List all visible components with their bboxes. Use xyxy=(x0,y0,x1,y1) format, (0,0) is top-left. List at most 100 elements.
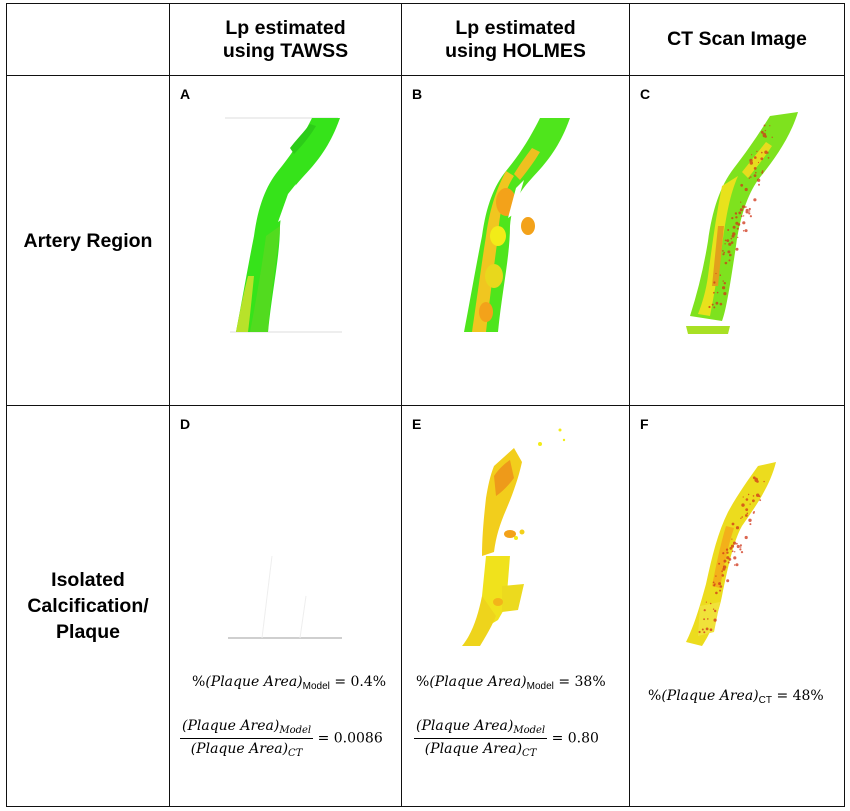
speckle-dot xyxy=(726,551,729,554)
speckle-dot xyxy=(733,556,737,560)
speckle-dot xyxy=(748,212,751,215)
speckle-dot xyxy=(763,124,766,127)
speckle-dot xyxy=(735,212,737,215)
e-ratio-num-term: (Plaque Area) xyxy=(416,718,514,734)
speckle-dot xyxy=(753,174,757,177)
speckle-dot xyxy=(709,628,713,631)
speckle-dot xyxy=(748,518,752,522)
speckle-dot xyxy=(715,301,719,305)
speckle-dot xyxy=(740,517,742,519)
speckle-dot xyxy=(727,250,731,254)
f-percent-term: (Plaque Area) xyxy=(661,688,759,704)
d-ratio-den-sub: CT xyxy=(288,748,303,759)
holmes-artery-image xyxy=(464,118,570,332)
f-percent-sub: CT xyxy=(758,695,772,706)
d-percent-value: = 0.4% xyxy=(334,674,387,690)
speckle-dot xyxy=(726,548,728,551)
d-percent-term: (Plaque Area) xyxy=(205,674,303,690)
speckle-dot xyxy=(739,544,742,547)
speckle-dot xyxy=(707,618,709,620)
panel-d-letter: D xyxy=(180,416,191,432)
speckle-dot xyxy=(722,250,724,252)
e-percent-prefix: % xyxy=(416,674,430,690)
speckle-dot xyxy=(734,551,736,553)
speckle-dot xyxy=(723,292,727,296)
speckle-dot xyxy=(755,171,757,174)
speckle-dot xyxy=(714,583,716,585)
corner-cell xyxy=(6,3,170,76)
speckle-dot xyxy=(698,630,701,634)
e-ratio-denominator: (Plaque Area)CT xyxy=(423,739,539,759)
speckle-dot xyxy=(735,526,740,530)
speckle-dot xyxy=(752,499,755,503)
speckle-dot xyxy=(728,558,732,561)
speckle-dot xyxy=(740,183,744,187)
speckle-dot xyxy=(760,130,764,134)
speckle-dot xyxy=(705,601,707,603)
e-ratio-numerator: (Plaque Area)Model xyxy=(414,718,548,739)
row-label-plaque-line1: Isolated xyxy=(51,569,125,591)
row-label-plaque: Isolated Calcification/ Plaque xyxy=(6,405,170,807)
speckle-dot xyxy=(753,167,757,170)
speckle-dot xyxy=(703,609,706,612)
header-tawss-line1: Lp estimated xyxy=(225,16,346,39)
d-ratio-numerator: (Plaque Area)Model xyxy=(180,718,314,739)
d-percent-prefix: % xyxy=(192,674,206,690)
speckle-dot xyxy=(721,574,725,577)
speckle-dot xyxy=(745,508,749,511)
e-percent-term: (Plaque Area) xyxy=(429,674,527,690)
speckle-dot xyxy=(740,551,744,554)
speckle-dot xyxy=(713,306,716,309)
speckle-dot xyxy=(762,132,766,137)
speckle-dot xyxy=(722,253,725,256)
speckle-dot xyxy=(739,208,743,212)
header-tawss-line2: using TAWSS xyxy=(222,39,349,62)
e-ratio-num-sub: Model xyxy=(513,725,546,736)
speckle-dot xyxy=(722,280,724,282)
speckle-dot xyxy=(749,158,753,163)
d-ratio-denominator: (Plaque Area)CT xyxy=(189,739,305,759)
speckle-dot xyxy=(744,206,747,208)
speckle-dot xyxy=(761,151,763,154)
speckle-dot xyxy=(751,154,753,156)
speckle-dot xyxy=(729,547,733,550)
e-ratio-den-sub: CT xyxy=(522,748,537,759)
speckle-dot xyxy=(740,215,743,218)
row-label-artery-text: Artery Region xyxy=(23,229,153,252)
speckle-dot xyxy=(713,291,715,294)
panel-f-letter: F xyxy=(640,416,649,432)
speckle-dot xyxy=(728,259,731,262)
speckle-dot xyxy=(742,230,745,232)
speckle-dot xyxy=(715,591,718,595)
speckle-dot xyxy=(764,150,768,154)
panel-e-letter: E xyxy=(412,416,422,432)
speckle-dot xyxy=(732,225,735,228)
speckle-dot xyxy=(727,229,730,231)
speckle-dot xyxy=(744,229,748,233)
speckle-dot xyxy=(726,556,730,560)
speckle-dot xyxy=(730,237,733,240)
speckle-dot xyxy=(731,217,734,220)
speckle-dot xyxy=(740,546,742,548)
speckle-dot xyxy=(722,565,727,569)
speckle-dot xyxy=(716,291,719,294)
speckle-dot xyxy=(748,177,751,179)
speckle-dot xyxy=(713,281,716,284)
speckle-dot xyxy=(749,161,753,165)
e-percent-equation: %(Plaque Area)Model = 38% xyxy=(416,674,606,692)
speckle-dot xyxy=(735,563,739,567)
speckle-dot xyxy=(741,205,746,209)
header-tawss: Lp estimated using TAWSS xyxy=(169,3,402,76)
holmes-plaque-image xyxy=(462,428,566,646)
speckle-dot xyxy=(723,560,726,562)
speckle-dot xyxy=(761,170,764,172)
speckle-dot xyxy=(719,302,723,306)
speckle-dot xyxy=(709,602,712,605)
f-percent-prefix: % xyxy=(648,688,662,704)
speckle-dot xyxy=(748,210,751,212)
e-percent-value: = 38% xyxy=(558,674,606,690)
speckle-dot xyxy=(726,239,730,243)
speckle-dot xyxy=(730,241,734,244)
header-ct: CT Scan Image xyxy=(629,3,845,76)
speckle-dot xyxy=(739,548,742,551)
